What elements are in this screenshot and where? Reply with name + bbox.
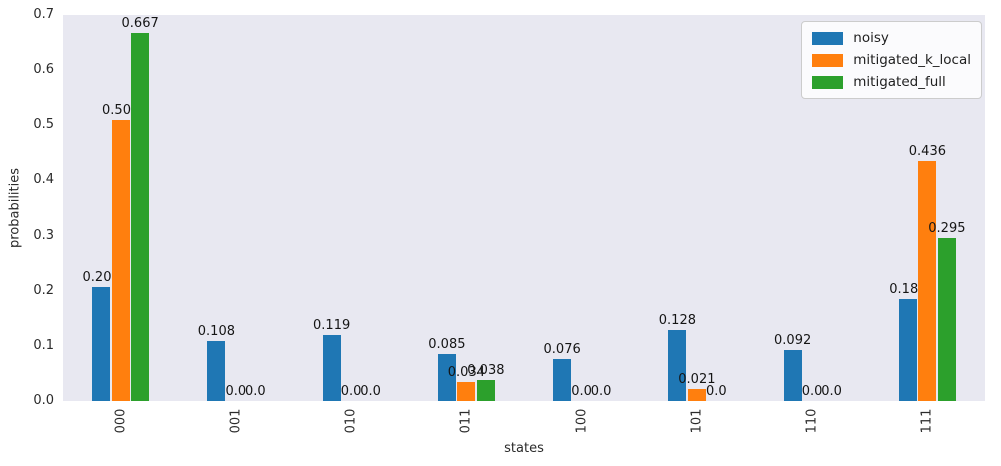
y-tick-label: 0.4: [33, 172, 54, 188]
bar-value-label: 0.509: [102, 103, 140, 119]
bar-mitigated_k_local-000: [111, 120, 130, 401]
legend-label: mitigated_full: [853, 74, 946, 90]
y-tick-label: 0.0: [33, 393, 54, 408]
bar-value-label: 0.085: [428, 337, 466, 353]
y-tick-label: 0.1: [33, 337, 54, 353]
x-axis-label: states: [504, 441, 544, 456]
x-tick-label: 010: [343, 408, 359, 434]
legend-item: mitigated_k_local: [812, 52, 971, 68]
bar-value-label: 0.667: [121, 16, 159, 32]
x-tick-label: 110: [804, 408, 820, 434]
bar-value-label: 0.021: [678, 372, 716, 388]
bar-value-label: 0.436: [908, 143, 946, 159]
x-tick-label: 011: [458, 408, 474, 434]
legend: noisy mitigated_k_local mitigated_full: [801, 21, 982, 99]
bar-mitigated_full-000: [131, 33, 150, 401]
bar-noisy-110: [783, 350, 802, 401]
bar-value-label: 0.0: [590, 384, 612, 399]
bar-value-label: 0.092: [774, 333, 812, 349]
bar-mitigated_k_local-011: [457, 382, 476, 401]
bar-value-label: 0.0: [571, 384, 592, 399]
bar-mitigated_full-111: [937, 238, 956, 401]
bar-value-label: 0.0: [360, 384, 381, 399]
bar-value-label: 0.0: [706, 384, 727, 399]
bar-noisy-101: [668, 330, 687, 401]
bar-value-label: 0.119: [313, 318, 351, 334]
bar-value-label: 0.0: [821, 384, 842, 399]
bar-value-label: 0.0: [801, 384, 823, 399]
legend-swatch-icon: [812, 53, 844, 67]
bar-value-label: 0.0: [340, 384, 362, 399]
bar-value-label: 0.034: [447, 365, 485, 381]
x-tick-label: 101: [689, 408, 705, 434]
y-tick-label: 0.6: [33, 62, 54, 78]
x-tick-label: 001: [228, 408, 244, 434]
bar-value-label: 0.0: [245, 384, 266, 399]
bar-value-label: 0.076: [543, 342, 581, 358]
legend-label: mitigated_k_local: [853, 52, 971, 68]
y-tick-label: 0.7: [33, 7, 54, 22]
legend-item: mitigated_full: [812, 74, 971, 90]
plot-area: 0.207 0.108 0.119 0.085 0.076 0.128 0.092 0.185…: [63, 15, 985, 401]
bar-noisy-011: [437, 354, 456, 401]
bar-value-label: 0.038: [467, 363, 505, 379]
y-tick-label: 0.2: [33, 282, 54, 298]
legend-label: noisy: [853, 30, 889, 46]
x-tick-label: 111: [919, 408, 935, 434]
bar-value-label: 0.0: [225, 384, 247, 399]
legend-swatch-icon: [812, 75, 844, 89]
bar-value-label: 0.108: [197, 324, 235, 340]
x-tick-label: 100: [574, 408, 590, 434]
bar-noisy-100: [553, 359, 572, 401]
legend-item: noisy: [812, 30, 971, 46]
bar-mitigated_k_local-101: [687, 389, 706, 401]
x-tick-label: 000: [113, 408, 129, 434]
bar-noisy-010: [322, 335, 341, 401]
legend-swatch-icon: [812, 31, 844, 45]
bar-mitigated_full-011: [476, 380, 495, 401]
bar-noisy-000: [92, 286, 111, 401]
y-tick-label: 0.5: [33, 117, 54, 133]
bar-noisy-111: [898, 299, 917, 401]
bar-mitigated_k_local-111: [918, 160, 937, 401]
bar-value-label: 0.128: [658, 313, 696, 329]
bar-value-label: 0.207: [82, 269, 120, 285]
bar-noisy-001: [207, 341, 226, 401]
bar-value-label: 0.295: [928, 221, 966, 237]
y-tick-label: 0.3: [33, 227, 54, 243]
bar-value-label: 0.185: [889, 282, 927, 297]
